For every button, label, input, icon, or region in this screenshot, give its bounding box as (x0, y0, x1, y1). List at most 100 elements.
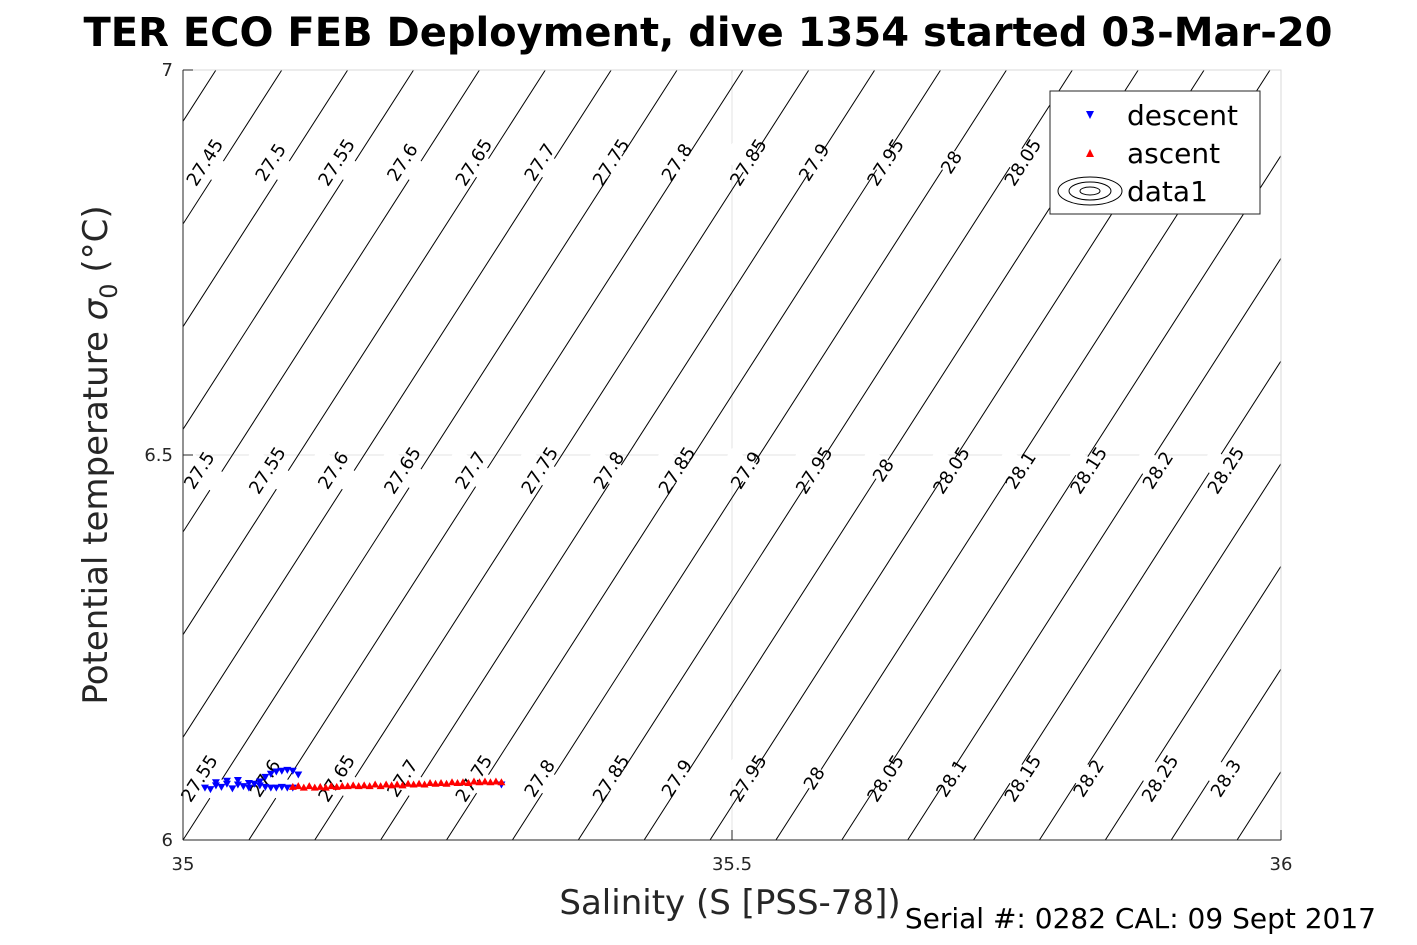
density-contour-line (0, 70, 84, 840)
ascent-point (480, 777, 489, 785)
contour-label-bg (720, 448, 773, 493)
contour-label-bg (513, 448, 566, 493)
contour-label-bg (241, 448, 294, 493)
ascent-point (458, 778, 467, 786)
density-contour-line (183, 70, 546, 636)
ascent-point (404, 779, 413, 787)
x-tick-label: 36 (1270, 854, 1293, 875)
contour-label-bg (722, 756, 775, 801)
contour-label-bg (1062, 448, 1115, 493)
ascent-point (354, 782, 363, 790)
x-tick-label: 35 (172, 854, 195, 875)
y-tick-label: 6.5 (144, 445, 173, 466)
contour-label-bg (376, 756, 429, 801)
ascent-point (497, 778, 506, 786)
contour-label-bg (650, 140, 704, 185)
y-axis-label-sigma: σ (76, 297, 116, 320)
density-contour-line (577, 70, 1073, 840)
contour-label-bg (788, 448, 841, 493)
contour-label-bg (582, 448, 636, 493)
ascent-point (437, 779, 446, 787)
ascent-point (448, 778, 457, 786)
y-axis-label-unit: (°C) (76, 205, 116, 283)
descent-point (261, 773, 270, 781)
ascent-point (332, 782, 341, 790)
contour-label-bg (788, 756, 841, 801)
descent-point (266, 784, 275, 792)
contour-label-bg (585, 756, 638, 801)
descent-point (244, 780, 253, 788)
contour-label-bg (1199, 756, 1253, 801)
contour-label-bg (178, 140, 232, 185)
contour-label-bg (1062, 756, 1115, 801)
contour-label-bg (925, 140, 978, 185)
contour-label-bg (444, 448, 497, 493)
ascent-point (288, 782, 297, 790)
density-contour-line (380, 70, 876, 840)
ascent-point (382, 780, 391, 788)
contour-label-bg (1131, 448, 1185, 493)
density-contour-line (1303, 70, 1417, 840)
ascent-point (387, 781, 396, 789)
y-tick-label: 7 (162, 60, 173, 81)
descent-point (283, 766, 292, 774)
contour-label-bg (1199, 448, 1253, 493)
ascent-point (469, 777, 478, 785)
serial-cal-footer: Serial #: 0282 CAL: 09 Sept 2017 (905, 902, 1376, 935)
axis-ticks: 35 35.5 36 6 6.5 7 (144, 60, 1292, 875)
contour-label-bg (447, 140, 501, 185)
descent-point (272, 768, 281, 776)
density-contour-line (1369, 70, 1417, 840)
descent-point (261, 783, 270, 791)
ascent-point (316, 782, 325, 790)
descent-point (211, 779, 220, 787)
contour-label-bg (585, 140, 638, 185)
contour-label-bg (310, 140, 363, 185)
ascent-point (409, 780, 418, 788)
density-contour-line (183, 70, 612, 739)
descent-point (222, 777, 231, 785)
density-contour-line (314, 70, 810, 840)
contour-label-bg (244, 140, 297, 185)
ascent-point (415, 779, 424, 787)
descent-point (228, 785, 237, 793)
descent-point (288, 767, 297, 775)
ascent-point (294, 782, 303, 790)
contour-label-bg (307, 448, 360, 493)
contour-label-bg (513, 756, 566, 801)
contour-label-bg (996, 756, 1050, 801)
legend-ascent-marker (1086, 149, 1094, 157)
ascent-point (371, 780, 380, 788)
contour-label-bg (513, 140, 566, 185)
contour-label-bg (650, 756, 704, 801)
x-tick-label: 35.5 (712, 854, 752, 875)
ascent-point (338, 782, 347, 790)
ascent-point (491, 777, 500, 785)
y-axis-label: Potential temperature σ0 (°C) (76, 205, 123, 704)
y-axis-label-main: Potential temperature (76, 320, 116, 704)
descent-point (272, 784, 281, 792)
data-points (200, 766, 506, 794)
descent-point (277, 783, 286, 791)
legend: descent ascent data1 (1049, 90, 1261, 215)
legend-descent-marker (1086, 111, 1094, 119)
density-contour-line (446, 70, 942, 840)
ascent-point (453, 779, 462, 787)
contour-label-bg (376, 448, 429, 493)
contour-label-bg (925, 448, 978, 493)
x-axis-label: Salinity (S [PSS-78]) (559, 883, 900, 923)
contour-labels: 27.45 27.5 27.55 27.6 27.65 27.7 27.75 27.8 27.8… (173, 135, 1253, 806)
density-contour-line (183, 70, 349, 328)
contour-label-bg (994, 448, 1047, 493)
density-contour-line (183, 70, 480, 533)
legend-box (1049, 90, 1261, 215)
ascent-point (305, 782, 314, 790)
legend-data1-label: data1 (1127, 175, 1208, 208)
ascent-point (486, 778, 495, 786)
contour-label-bg (859, 756, 912, 801)
density-contour-line (183, 70, 415, 431)
descent-point (217, 783, 226, 791)
legend-descent-label: descent (1127, 99, 1238, 132)
density-contour-line (1039, 462, 1281, 840)
descent-point (283, 784, 292, 792)
